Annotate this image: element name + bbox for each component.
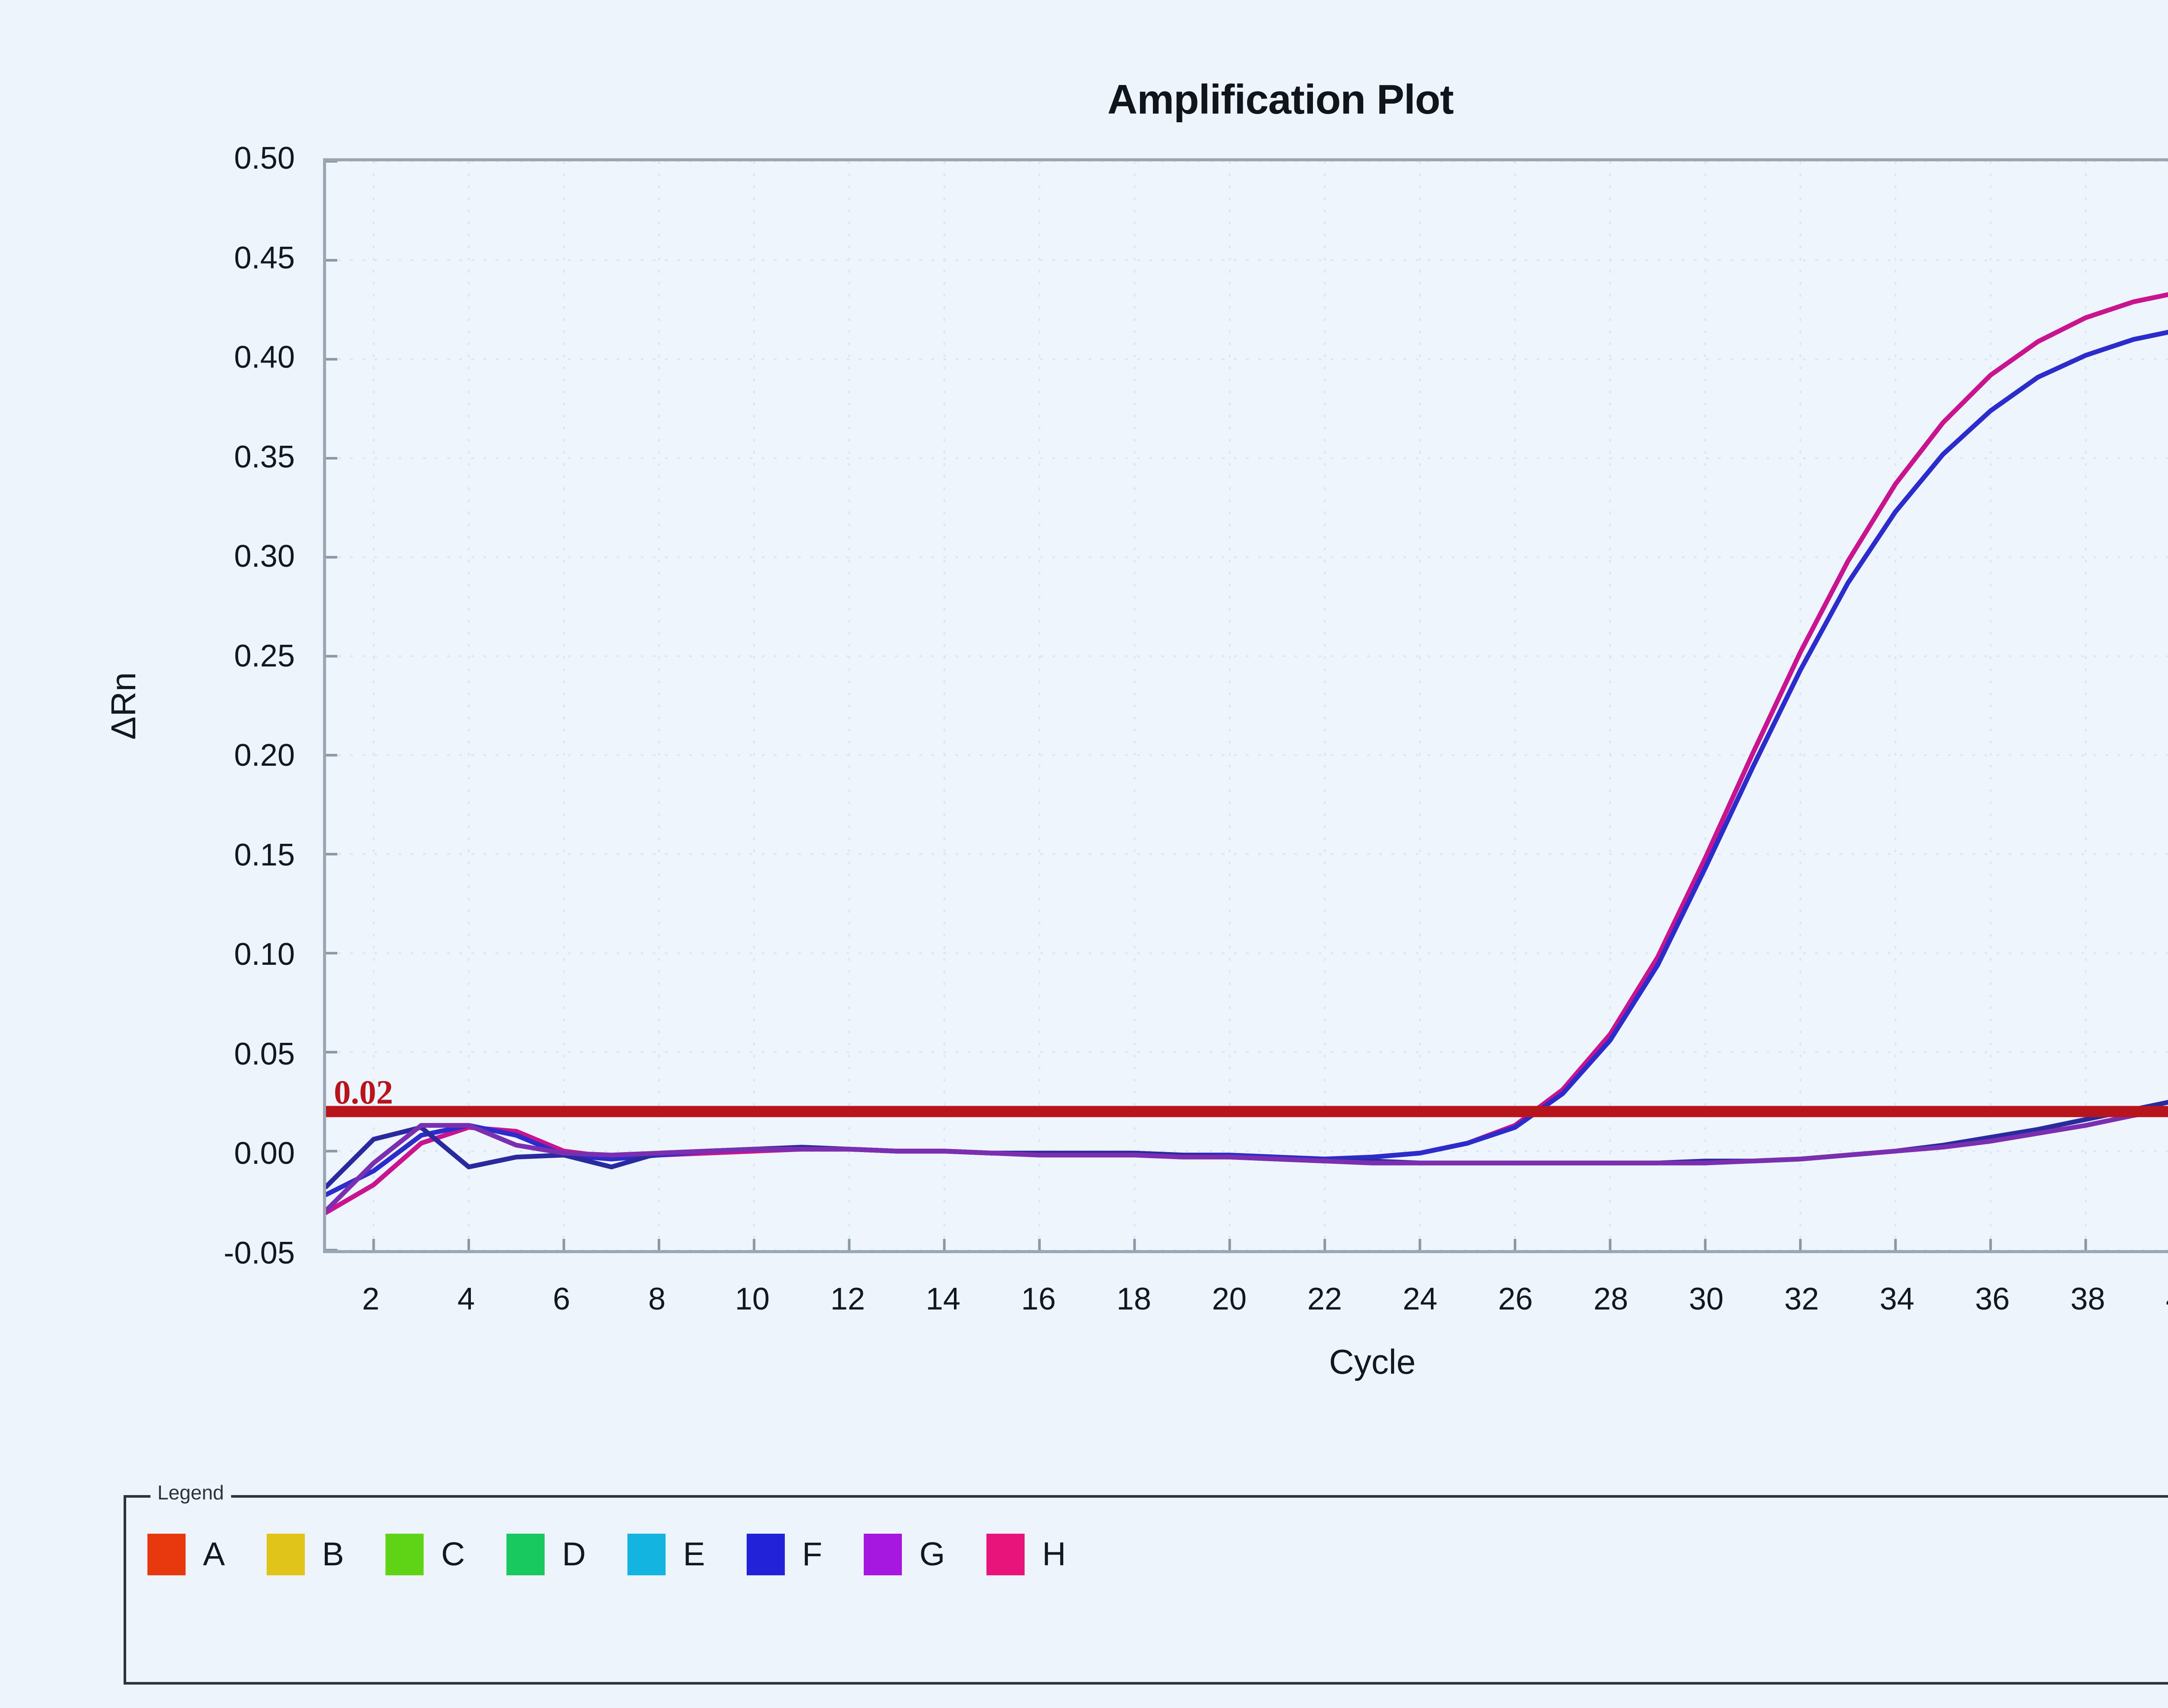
- y-axis-label: ΔRn: [104, 672, 143, 740]
- x-tick-label: 4: [457, 1282, 475, 1316]
- x-tick-label: 2: [362, 1282, 380, 1316]
- legend-label: F: [802, 1536, 823, 1573]
- legend-swatch-a: [147, 1534, 186, 1575]
- x-tick-label: 14: [925, 1282, 961, 1316]
- x-tick-label: 10: [735, 1282, 770, 1316]
- y-tick-label: 0.20: [234, 738, 295, 773]
- y-tick-label: 0.15: [234, 837, 295, 872]
- legend-label: A: [203, 1536, 225, 1573]
- y-tick-label: 0.00: [234, 1136, 295, 1171]
- legend-item-f[interactable]: F: [746, 1534, 823, 1575]
- gridlines: [326, 161, 2168, 1250]
- legend-label: H: [1042, 1536, 1066, 1573]
- series-line-f-1: [326, 330, 2168, 1197]
- x-tick-label: 28: [1593, 1282, 1629, 1316]
- legend-item-e[interactable]: E: [627, 1534, 705, 1575]
- x-tick-label: 30: [1688, 1282, 1724, 1316]
- legend-item-c[interactable]: C: [385, 1534, 465, 1575]
- series-line-h-0: [326, 292, 2168, 1215]
- legend-label: D: [562, 1536, 586, 1573]
- x-tick-label: 8: [648, 1282, 666, 1316]
- x-axis-label: Cycle: [1329, 1342, 1416, 1381]
- x-tick-label: 24: [1402, 1282, 1438, 1316]
- x-tick-label: 6: [552, 1282, 571, 1316]
- legend-box: [124, 1495, 2168, 1685]
- legend-swatch-d: [506, 1534, 545, 1575]
- legend-swatch-h: [986, 1534, 1025, 1575]
- x-tick-label: 22: [1307, 1282, 1342, 1316]
- y-tick-label: 0.10: [234, 937, 295, 972]
- y-tick-label: 0.25: [234, 638, 295, 673]
- x-tick-label: 34: [1879, 1282, 1915, 1316]
- legend-item-d[interactable]: D: [506, 1534, 586, 1575]
- series-line-f-2: [326, 1100, 2168, 1189]
- x-tick-label: 38: [2070, 1282, 2106, 1316]
- legend-item-g[interactable]: G: [864, 1534, 945, 1575]
- plot-area: [323, 158, 2168, 1253]
- legend-item-h[interactable]: H: [986, 1534, 1066, 1575]
- data-series-group: [326, 292, 2168, 1215]
- x-axis-tick-labels: 2468101214161820222426283032343638404244: [323, 1281, 2168, 1329]
- y-tick-label: 0.30: [234, 539, 295, 574]
- legend-label: B: [322, 1536, 344, 1573]
- x-tick-label: 40: [2135, 1281, 2168, 1317]
- threshold-value-label: 0.02: [334, 1073, 393, 1111]
- y-tick-label: -0.05: [223, 1236, 295, 1270]
- y-tick-label: 0.35: [234, 439, 295, 474]
- legend-swatch-f: [746, 1534, 785, 1575]
- x-tick-label: 16: [1021, 1282, 1056, 1316]
- plot-canvas: [326, 161, 2168, 1250]
- legend-items: A B C D E F G H: [147, 1531, 1107, 1578]
- x-tick-label: 12: [830, 1282, 865, 1316]
- y-tick-label: 0.05: [234, 1036, 295, 1071]
- x-tick-label: 20: [1211, 1282, 1247, 1316]
- legend-swatch-e: [627, 1534, 666, 1575]
- x-tick-label: 26: [1498, 1282, 1533, 1316]
- axis-tick-marks: [326, 161, 2087, 1250]
- legend-label: G: [919, 1536, 945, 1573]
- x-tick-label: 36: [1975, 1282, 2010, 1316]
- series-line-h-3: [326, 1107, 2168, 1213]
- x-tick-label: 32: [1784, 1282, 1819, 1316]
- legend-swatch-c: [385, 1534, 424, 1575]
- legend-item-b[interactable]: B: [266, 1534, 344, 1575]
- y-tick-label: 0.45: [234, 240, 295, 275]
- legend-label: C: [441, 1536, 465, 1573]
- x-tick-label: 18: [1116, 1282, 1152, 1316]
- legend-item-a[interactable]: A: [147, 1534, 225, 1575]
- legend-swatch-b: [266, 1534, 305, 1575]
- y-tick-label: 0.40: [234, 340, 295, 375]
- page-title: Amplification Plot: [1107, 76, 1454, 123]
- legend-swatch-g: [864, 1534, 902, 1575]
- legend-label: E: [683, 1536, 705, 1573]
- legend-title: Legend: [150, 1481, 231, 1504]
- y-axis-tick-labels: -0.05 0.00 0.05 0.10 0.15 0.20 0.25 0.30 0.35 0.4…: [165, 141, 295, 1270]
- y-tick-label: 0.50: [234, 141, 295, 176]
